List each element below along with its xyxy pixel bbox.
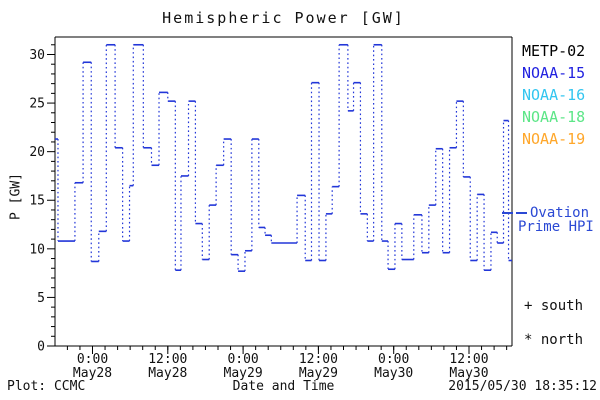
legend-item-noaa16: NOAA-16 [522,86,586,104]
svg-text:May30: May30 [449,366,488,381]
svg-text:12:00: 12:00 [299,352,338,367]
svg-text:May28: May28 [148,366,187,381]
plot-credit: Plot: CCMC [7,379,86,394]
svg-text:May29: May29 [224,366,263,381]
svg-text:May29: May29 [299,366,338,381]
svg-text:0:00: 0:00 [227,352,258,367]
svg-text:20: 20 [29,145,45,160]
svg-text:25: 25 [29,97,45,112]
ovation-label-2: Prime HPI [518,219,594,235]
ovation-label-1: Ovation [530,205,590,221]
legend-item-noaa15: NOAA-15 [522,64,586,82]
legend-item-noaa19: NOAA-19 [522,130,586,148]
svg-text:0: 0 [37,340,45,355]
svg-text:15: 15 [29,194,45,209]
north-marker-label: * north [524,332,584,348]
y-axis-title: P [GW] [8,173,24,220]
svg-text:0:00: 0:00 [378,352,409,367]
svg-text:10: 10 [29,242,45,257]
dash-icon [516,212,527,214]
svg-text:12:00: 12:00 [148,352,187,367]
svg-text:May30: May30 [374,366,413,381]
svg-text:0:00: 0:00 [77,352,108,367]
svg-text:30: 30 [29,48,45,63]
svg-text:12:00: 12:00 [449,352,488,367]
dash-icon [502,212,513,214]
ovation-legend: Ovation Prime HPI [502,206,594,234]
svg-text:5: 5 [37,291,45,306]
legend-item-noaa18: NOAA-18 [522,108,586,126]
legend-item-metop02: METP-02 [522,42,586,60]
svg-text:May28: May28 [73,366,112,381]
plot-timestamp: 2015/05/30 18:35:12 [448,379,597,394]
chart-title: Hemispheric Power [GW] [162,9,405,27]
ovation-legend-line1: Ovation [502,206,594,220]
x-axis-title: Date and Time [232,379,335,394]
south-marker-label: + south [524,298,584,314]
